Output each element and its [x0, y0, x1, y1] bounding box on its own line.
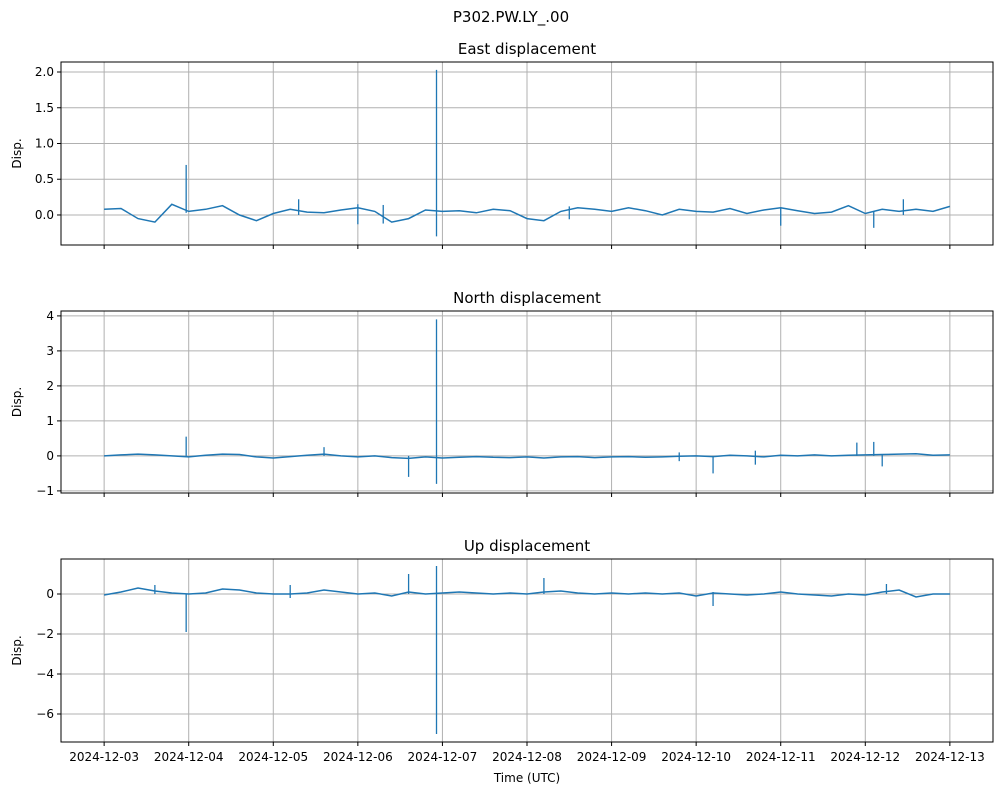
figure-title: P302.PW.LY_.00 — [452, 8, 570, 26]
axes-frame — [60, 558, 994, 743]
y-tick-label: 0 — [46, 587, 54, 601]
subplot-up: −6 −4 −2 0 2024-12-03 2024-12-04 2024-12-05 202… — [10, 537, 994, 785]
series-line — [103, 587, 950, 598]
y-tick-label: 3 — [46, 344, 54, 358]
x-tick-label: 2024-12-11 — [746, 750, 816, 764]
y-tick-label: 0.5 — [35, 172, 54, 186]
y-axis-label: Disp. — [10, 635, 24, 665]
y-tick-label: −4 — [36, 667, 54, 681]
y-tick-label: 0 — [46, 449, 54, 463]
y-tick-label: 4 — [46, 309, 54, 323]
x-tick-label: 2024-12-13 — [915, 750, 985, 764]
y-tick-label: 1.5 — [35, 101, 54, 115]
y-tick-label: 1 — [46, 414, 54, 428]
series-line — [104, 203, 951, 223]
subplot-title: East displacement — [458, 40, 596, 58]
y-tick-label: 0.0 — [35, 208, 54, 222]
x-tick-label: 2024-12-05 — [238, 750, 308, 764]
y-axis-label: Disp. — [10, 138, 24, 168]
subplot-east: 0.0 0.5 1.0 1.5 2.0 East displacement Disp. — [10, 40, 994, 249]
y-tick-label: 2.0 — [35, 65, 54, 79]
x-tick-label: 2024-12-07 — [408, 750, 478, 764]
x-tick-label: 2024-12-04 — [154, 750, 224, 764]
axes-frame — [60, 61, 994, 246]
subplot-title: North displacement — [453, 289, 601, 307]
x-tick-label: 2024-12-03 — [69, 750, 139, 764]
y-tick-label: −2 — [36, 627, 54, 641]
subplot-title: Up displacement — [464, 537, 590, 555]
x-tick-label: 2024-12-06 — [323, 750, 393, 764]
x-axis-label: Time (UTC) — [493, 771, 560, 785]
y-axis-label: Disp. — [10, 387, 24, 417]
series-line — [104, 453, 950, 460]
y-tick-label: 2 — [46, 379, 54, 393]
x-tick-label: 2024-12-09 — [577, 750, 647, 764]
x-tick-label: 2024-12-12 — [830, 750, 900, 764]
y-tick-label: 1.0 — [35, 136, 54, 150]
subplot-north: −1 0 1 2 3 4 North displacement Disp. — [10, 289, 994, 498]
x-tick-label: 2024-12-10 — [661, 750, 731, 764]
y-tick-label: −1 — [36, 484, 54, 498]
x-tick-label: 2024-12-08 — [492, 750, 562, 764]
axes-frame — [60, 310, 994, 494]
y-tick-label: −6 — [36, 707, 54, 721]
